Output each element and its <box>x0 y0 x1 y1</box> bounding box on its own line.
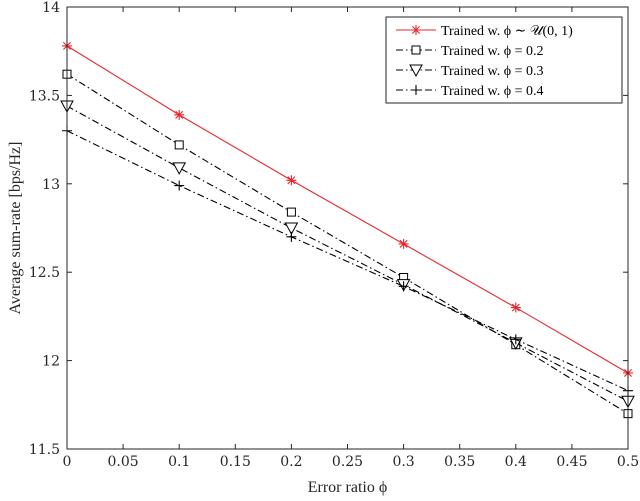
y-tick-label: 14 <box>42 0 60 16</box>
legend-label: Trained w. ϕ = 0.3 <box>441 64 544 79</box>
data-point-asterisk <box>398 238 409 249</box>
legend-marker-asterisk <box>411 25 421 35</box>
legend-marker-square <box>411 45 421 55</box>
legend-entry: Trained w. ϕ = 0.2 <box>396 44 544 59</box>
legend-label: Trained w. ϕ = 0.2 <box>441 44 544 59</box>
legend-label: Trained w. ϕ ∼ 𝒰(0, 1) <box>441 24 573 39</box>
legend-label: Trained w. ϕ = 0.4 <box>441 84 544 99</box>
series-line <box>66 45 629 374</box>
series-line <box>66 130 629 392</box>
x-tick-label: 0.2 <box>280 454 302 470</box>
x-tick-label: 0.45 <box>556 454 587 470</box>
x-tick-label: 0.25 <box>332 454 363 470</box>
y-tick-label: 11.5 <box>29 442 60 458</box>
x-tick-label: 0.15 <box>220 454 251 470</box>
x-tick-label: 0 <box>63 454 72 470</box>
data-point-square <box>286 207 296 217</box>
x-tick-label: 0.35 <box>444 454 475 470</box>
data-point-plus <box>174 180 185 191</box>
data-point-triangle-down <box>284 222 299 236</box>
ticks-layer: 0 0.05 0.1 0.15 0.2 0.25 0.3 0.35 0.4 0.45 0.5 11.5… <box>29 0 639 470</box>
x-tick-label: 0.4 <box>505 454 527 470</box>
data-point-triangle-down <box>172 162 187 175</box>
data-point-plus <box>398 281 409 292</box>
data-point-asterisk <box>510 302 521 313</box>
legend-marker-plus <box>411 85 421 95</box>
legend: Trained w. ϕ ∼ 𝒰(0, 1) Trained w. ϕ = 0.2… <box>385 16 623 104</box>
x-axis-title: Error ratio ϕ <box>308 479 388 496</box>
legend-box <box>385 16 623 104</box>
data-point-plus <box>510 334 521 345</box>
x-tick-label: 0.05 <box>108 454 139 470</box>
legend-entry: Trained w. ϕ = 0.4 <box>396 84 544 99</box>
y-tick-label: 13.5 <box>29 88 60 104</box>
legend-entry: Trained w. ϕ ∼ 𝒰(0, 1) <box>396 24 573 39</box>
x-tick-label: 0.3 <box>392 454 414 470</box>
series-line <box>66 105 629 402</box>
data-point-asterisk <box>174 109 185 120</box>
y-axis-title: Average sum-rate [bps/Hz] <box>7 142 24 315</box>
y-tick-label: 12 <box>42 354 60 370</box>
data-point-square <box>174 140 184 150</box>
y-tick-label: 12.5 <box>29 265 60 281</box>
legend-marker-triangle-down <box>409 64 423 78</box>
y-tick-label: 13 <box>42 177 60 193</box>
x-tick-label: 0.1 <box>168 454 190 470</box>
legend-entry: Trained w. ϕ = 0.3 <box>396 64 544 79</box>
data-point-asterisk <box>286 175 297 186</box>
data-point-plus <box>286 231 297 242</box>
x-tick-label: 0.5 <box>617 454 639 470</box>
